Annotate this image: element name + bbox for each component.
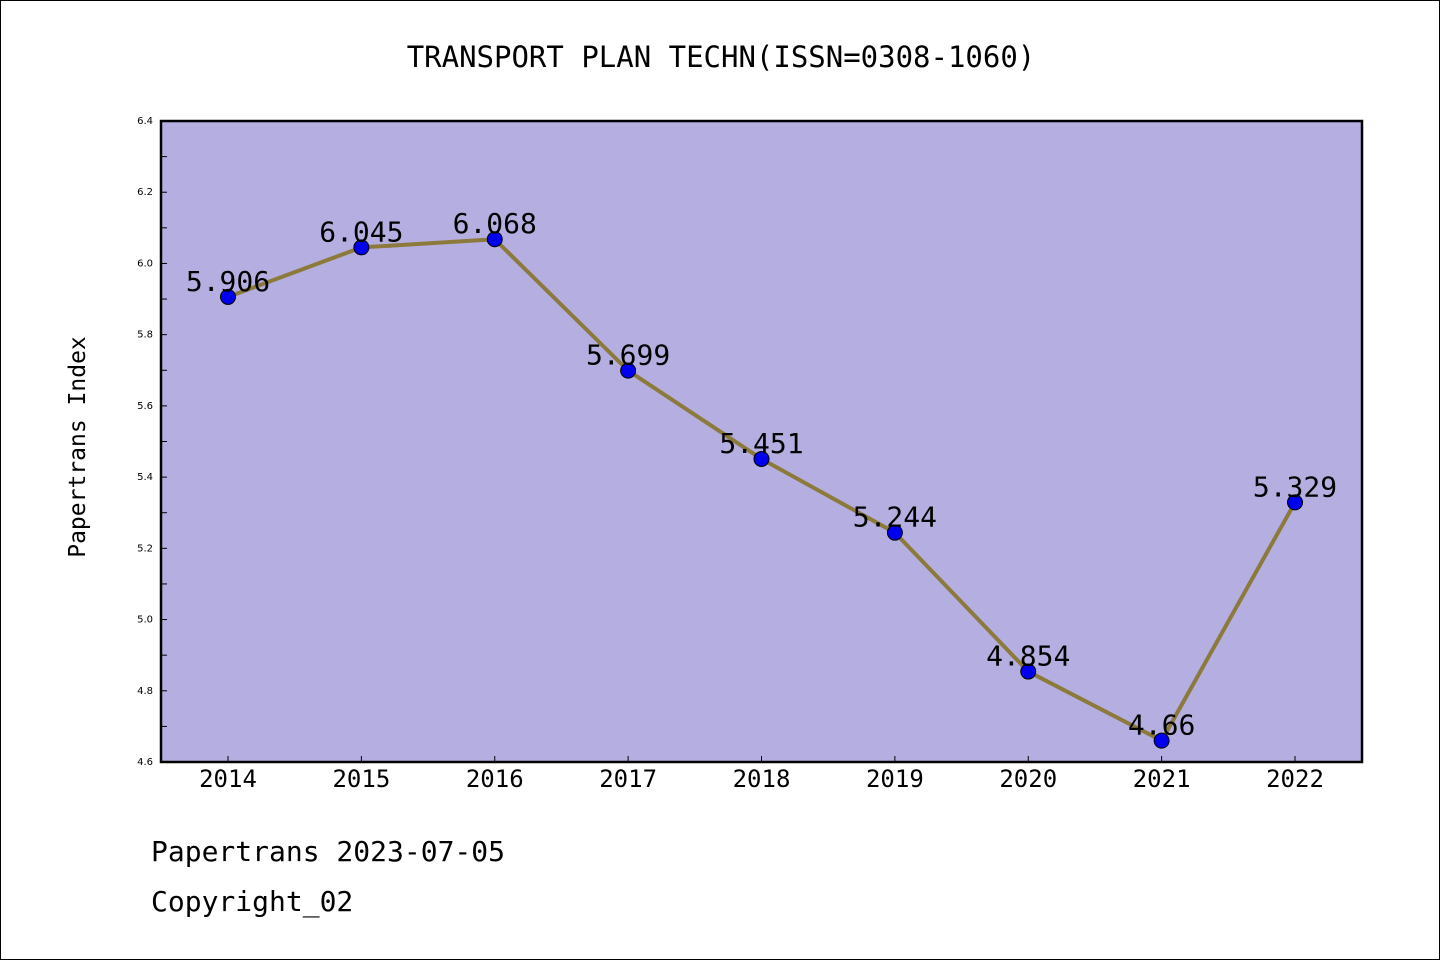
data-label-2016: 6.068 — [453, 207, 537, 240]
data-label-2014: 5.906 — [186, 265, 270, 298]
data-point-2014 — [220, 288, 236, 305]
footer-date: Papertrans 2023-07-05 — [151, 835, 506, 868]
data-label-2015: 6.045 — [319, 215, 403, 248]
x-tick-label: 2018 — [733, 765, 791, 793]
series-layer: 5.906 6.045 6.068 5.699 5.451 5.244 4.854 4.66 5… — [186, 207, 1337, 749]
y-tick-label: 5.8 — [137, 330, 153, 341]
x-tick-label: 2022 — [1266, 765, 1324, 793]
y-tick-label: 4.8 — [137, 686, 153, 697]
x-tick-label: 2017 — [599, 765, 657, 793]
data-label-2021: 4.66 — [1128, 709, 1195, 742]
y-tick-label: 5.2 — [137, 543, 153, 554]
data-point-2021 — [1153, 732, 1170, 749]
x-tick-label: 2020 — [999, 765, 1057, 793]
x-tick-label: 2014 — [199, 765, 257, 793]
x-tick-label: 2016 — [466, 765, 524, 793]
y-tick-label: 5.4 — [137, 472, 153, 483]
y-tick-label: 6.4 — [137, 116, 153, 127]
y-tick-label: 6.2 — [137, 187, 153, 198]
x-tick-label: 2019 — [866, 765, 924, 793]
x-tick-label: 2015 — [332, 765, 390, 793]
x-tick-label: 2021 — [1133, 765, 1191, 793]
y-tick-label: 5.0 — [137, 615, 153, 626]
data-label-2022: 5.329 — [1253, 470, 1337, 503]
data-point-2022 — [1287, 494, 1303, 511]
chart-title: TRANSPORT PLAN TECHN(ISSN=0308-1060) — [407, 40, 1036, 74]
y-tick-label: 5.6 — [137, 401, 153, 412]
data-label-2020: 4.854 — [986, 640, 1070, 673]
y-tick-label: 4.6 — [137, 757, 153, 768]
data-label-2017: 5.699 — [586, 339, 670, 372]
data-point-2016 — [486, 231, 503, 248]
data-point-2019 — [886, 524, 903, 541]
data-point-2017 — [620, 362, 637, 379]
y-axis-label: Papertrans Index — [65, 336, 91, 558]
y-axis: 4.6 4.8 5.0 5.2 5.4 5.6 5.8 6.0 6.2 6.4 — [137, 116, 167, 768]
data-label-2019: 5.244 — [853, 501, 937, 534]
data-point-2015 — [353, 239, 370, 256]
data-point-2020 — [1020, 663, 1037, 680]
footer-copyright: Copyright_02 — [151, 885, 354, 918]
data-label-2018: 5.451 — [719, 427, 803, 460]
data-point-2018 — [753, 450, 770, 467]
x-axis: 2014 2015 2016 2017 2018 2019 2020 2021 2022 — [199, 756, 1324, 793]
y-tick-label: 6.0 — [137, 258, 153, 269]
plot-area — [159, 119, 1364, 764]
